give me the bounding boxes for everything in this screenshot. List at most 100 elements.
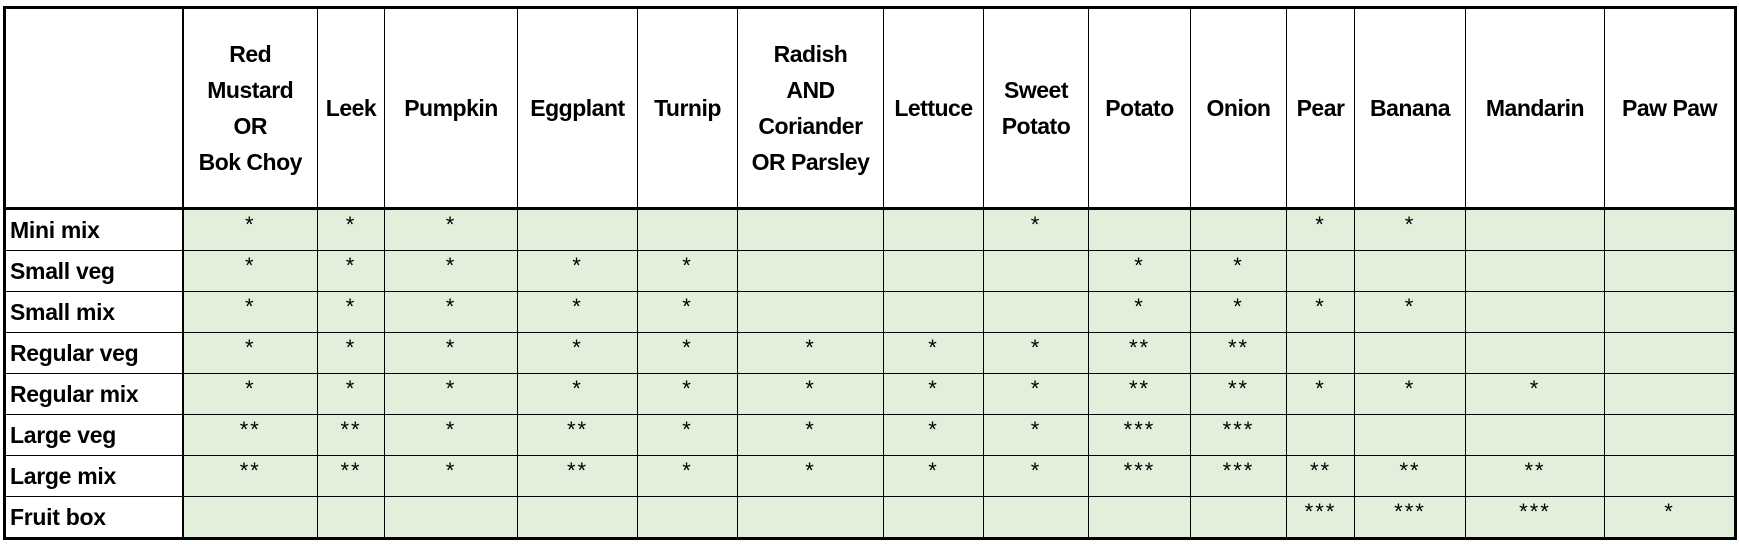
table-cell: *: [637, 373, 738, 415]
table-cell: **: [517, 455, 638, 497]
table-header: Red Mustard OR Bok Choy Leek Pumpkin Eggpla…: [4, 7, 1736, 209]
table-cell: *: [1354, 208, 1466, 251]
table-cell: [1354, 250, 1466, 292]
table-body: Mini mix * * * * * * Small veg * * * * * * * Small mix *…: [4, 208, 1736, 539]
table-row: Large veg ** ** * ** * * * * *** ***: [4, 414, 1736, 456]
table-cell: [1465, 332, 1605, 374]
table-cell: ***: [1354, 496, 1466, 539]
corner-header-cell: [4, 7, 184, 209]
row-header: Regular veg: [4, 332, 184, 374]
table-cell: *: [384, 291, 518, 333]
column-header: Paw Paw: [1604, 7, 1736, 209]
table-cell: *: [1286, 208, 1355, 251]
table-cell: *: [637, 455, 738, 497]
table-cell: *: [182, 373, 318, 415]
table-cell: ***: [1465, 496, 1605, 539]
column-header: Banana: [1354, 7, 1466, 209]
column-header: Potato: [1088, 7, 1191, 209]
row-header: Large veg: [4, 414, 184, 456]
table-row: Small mix * * * * * * * * *: [4, 291, 1736, 333]
row-header: Large mix: [4, 455, 184, 497]
table-cell: ***: [1286, 496, 1355, 539]
table-cell: [1286, 414, 1355, 456]
table-cell: *: [1354, 373, 1466, 415]
table-row: Regular mix * * * * * * * * ** ** * * *: [4, 373, 1736, 415]
table-cell: [637, 496, 738, 539]
table-cell: *: [1190, 291, 1287, 333]
row-header: Regular mix: [4, 373, 184, 415]
table-cell: *: [983, 332, 1089, 374]
table-cell: *: [737, 373, 884, 415]
table-cell: [883, 208, 984, 251]
table-cell: *: [384, 208, 518, 251]
table-cell: **: [517, 414, 638, 456]
table-cell: [1286, 250, 1355, 292]
column-header: Leek: [317, 7, 385, 209]
table-cell: **: [1088, 332, 1191, 374]
row-header: Small veg: [4, 250, 184, 292]
table-cell: *: [384, 250, 518, 292]
table-cell: ***: [1190, 455, 1287, 497]
table-cell: [1190, 496, 1287, 539]
table-cell: *: [737, 414, 884, 456]
table-cell: *: [883, 332, 984, 374]
table-cell: *: [1088, 291, 1191, 333]
table-cell: **: [1088, 373, 1191, 415]
table-cell: **: [1354, 455, 1466, 497]
column-header: Red Mustard OR Bok Choy: [182, 7, 318, 209]
column-header: Radish AND Coriander OR Parsley: [737, 7, 884, 209]
table-cell: [517, 208, 638, 251]
column-header: Lettuce: [883, 7, 984, 209]
table-cell: *: [1286, 291, 1355, 333]
table-cell: *: [1604, 496, 1736, 539]
table-cell: **: [1286, 455, 1355, 497]
table-cell: *: [637, 332, 738, 374]
column-header: Mandarin: [1465, 7, 1605, 209]
table-cell: [1465, 291, 1605, 333]
table-cell: [983, 291, 1089, 333]
table-cell: [883, 291, 984, 333]
table-cell: **: [1190, 332, 1287, 374]
header-row: Red Mustard OR Bok Choy Leek Pumpkin Eggpla…: [4, 7, 1736, 209]
table-cell: [983, 496, 1089, 539]
table-cell: *: [637, 414, 738, 456]
table-cell: *: [317, 373, 385, 415]
table-cell: ***: [1088, 414, 1191, 456]
table-cell: *: [1354, 291, 1466, 333]
table-row: Small veg * * * * * * *: [4, 250, 1736, 292]
table-cell: [1604, 291, 1736, 333]
table-cell: *: [317, 332, 385, 374]
table-cell: [1088, 496, 1191, 539]
table-row: Fruit box *** *** *** *: [4, 496, 1736, 539]
table-cell: *: [317, 291, 385, 333]
table-cell: *: [384, 414, 518, 456]
table-cell: *: [983, 455, 1089, 497]
table-cell: **: [1465, 455, 1605, 497]
table-cell: *: [883, 414, 984, 456]
column-header: Onion: [1190, 7, 1287, 209]
table-cell: **: [182, 414, 318, 456]
table-cell: [637, 208, 738, 251]
table-cell: *: [737, 455, 884, 497]
table-cell: [1604, 250, 1736, 292]
table-cell: [1604, 373, 1736, 415]
table-cell: [1604, 332, 1736, 374]
table-cell: [1354, 332, 1466, 374]
table-cell: *: [182, 208, 318, 251]
table-cell: *: [317, 250, 385, 292]
table-cell: [983, 250, 1089, 292]
table-row: Mini mix * * * * * *: [4, 208, 1736, 251]
table-cell: [883, 496, 984, 539]
table-cell: **: [1190, 373, 1287, 415]
row-header: Mini mix: [4, 208, 184, 251]
table-cell: *: [384, 455, 518, 497]
table-cell: *: [983, 414, 1089, 456]
table-cell: [737, 496, 884, 539]
column-header: Pear: [1286, 7, 1355, 209]
table-cell: [1604, 208, 1736, 251]
table-cell: ***: [1190, 414, 1287, 456]
table-row: Large mix ** ** * ** * * * * *** *** ** ** **: [4, 455, 1736, 497]
table-cell: *: [182, 250, 318, 292]
table-cell: **: [317, 455, 385, 497]
column-header: Sweet Potato: [983, 7, 1089, 209]
